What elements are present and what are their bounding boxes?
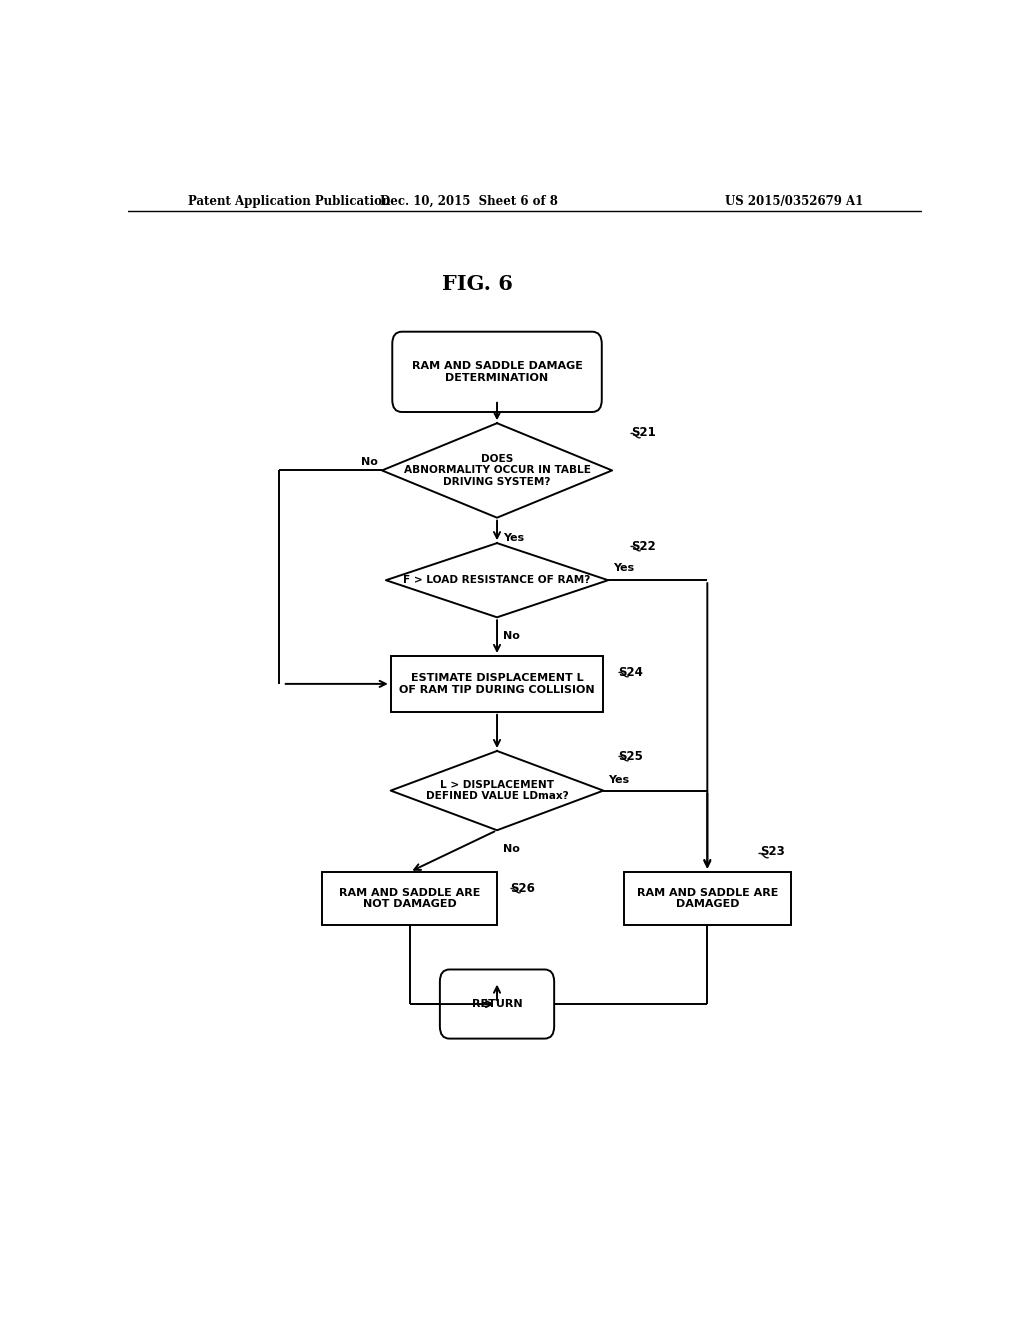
Text: S25: S25 bbox=[618, 750, 643, 763]
Text: RAM AND SADDLE DAMAGE
DETERMINATION: RAM AND SADDLE DAMAGE DETERMINATION bbox=[412, 362, 583, 383]
Text: RAM AND SADDLE ARE
NOT DAMAGED: RAM AND SADDLE ARE NOT DAMAGED bbox=[339, 887, 480, 909]
Text: RAM AND SADDLE ARE
DAMAGED: RAM AND SADDLE ARE DAMAGED bbox=[637, 887, 778, 909]
Polygon shape bbox=[386, 543, 608, 618]
Text: S24: S24 bbox=[618, 667, 643, 680]
Bar bbox=[391, 656, 603, 711]
Text: US 2015/0352679 A1: US 2015/0352679 A1 bbox=[725, 194, 864, 207]
Text: No: No bbox=[504, 843, 520, 854]
Text: ~: ~ bbox=[503, 879, 524, 903]
Text: Yes: Yes bbox=[613, 564, 634, 573]
Text: Yes: Yes bbox=[608, 775, 630, 785]
Text: Yes: Yes bbox=[504, 533, 524, 543]
Text: Dec. 10, 2015  Sheet 6 of 8: Dec. 10, 2015 Sheet 6 of 8 bbox=[380, 194, 558, 207]
Text: ~: ~ bbox=[624, 424, 645, 447]
Text: L > DISPLACEMENT
DEFINED VALUE LDmax?: L > DISPLACEMENT DEFINED VALUE LDmax? bbox=[426, 780, 568, 801]
Text: Patent Application Publication: Patent Application Publication bbox=[187, 194, 390, 207]
Bar bbox=[624, 873, 791, 925]
Text: No: No bbox=[361, 457, 378, 467]
Text: S21: S21 bbox=[631, 426, 656, 440]
Text: ~: ~ bbox=[751, 845, 773, 869]
Text: No: No bbox=[504, 631, 520, 640]
Text: ~: ~ bbox=[624, 539, 645, 561]
Text: DOES
ABNORMALITY OCCUR IN TABLE
DRIVING SYSTEM?: DOES ABNORMALITY OCCUR IN TABLE DRIVING … bbox=[403, 454, 591, 487]
Text: RETURN: RETURN bbox=[472, 999, 522, 1008]
Text: ~: ~ bbox=[610, 664, 633, 688]
Text: ESTIMATE DISPLACEMENT L
OF RAM TIP DURING COLLISION: ESTIMATE DISPLACEMENT L OF RAM TIP DURIN… bbox=[399, 673, 595, 694]
Bar bbox=[323, 873, 497, 925]
Text: ~: ~ bbox=[610, 747, 633, 771]
Text: FIG. 6: FIG. 6 bbox=[441, 275, 513, 294]
Polygon shape bbox=[382, 424, 612, 517]
Text: S23: S23 bbox=[761, 845, 785, 858]
Text: F > LOAD RESISTANCE OF RAM?: F > LOAD RESISTANCE OF RAM? bbox=[403, 576, 591, 585]
Polygon shape bbox=[391, 751, 603, 830]
FancyBboxPatch shape bbox=[392, 331, 602, 412]
Text: S22: S22 bbox=[631, 540, 656, 553]
Text: S26: S26 bbox=[511, 882, 536, 895]
FancyBboxPatch shape bbox=[440, 969, 554, 1039]
